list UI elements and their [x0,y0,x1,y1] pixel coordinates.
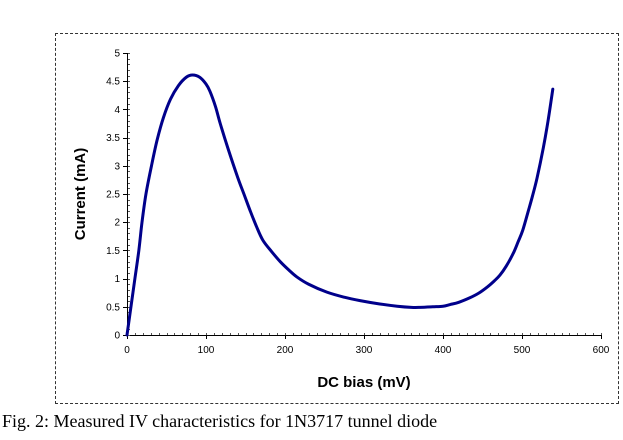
y-tick-label: 1.5 [106,246,120,257]
y-tick-label: 4 [114,105,120,116]
minor-ticks [127,53,602,336]
x-tick-label: 300 [356,345,373,356]
figure-caption: Fig. 2: Measured IV characteristics for … [2,411,438,431]
y-tick-label: 0 [114,331,120,342]
y-axis-title: Current (mA) [72,148,89,241]
series [125,73,555,337]
x-tick-label: 400 [435,345,452,356]
x-axis-title: DC bias (mV) [317,374,410,391]
x-ticks: 0 100 200 300 400 500 600 [124,335,610,356]
y-tick-label: 4.5 [106,77,120,88]
x-tick-label: 0 [124,345,130,356]
y-ticks: 0 0.5 1 1.5 2 2.5 3 3.5 4 4.5 5 [106,49,127,342]
axes [127,53,601,336]
y-tick-label: 5 [114,49,120,60]
y-tick-label: 3.5 [106,133,120,144]
y-tick-label: 3 [114,161,120,172]
y-tick-label: 2 [114,218,120,229]
y-tick-label: 1 [114,274,120,285]
x-tick-label: 100 [198,345,215,356]
y-tick-label: 2.5 [106,190,120,201]
y-tick-label: 0.5 [106,302,120,313]
series-line [125,73,555,337]
x-tick-label: 200 [277,345,294,356]
x-tick-label: 500 [514,345,531,356]
x-tick-label: 600 [593,345,610,356]
